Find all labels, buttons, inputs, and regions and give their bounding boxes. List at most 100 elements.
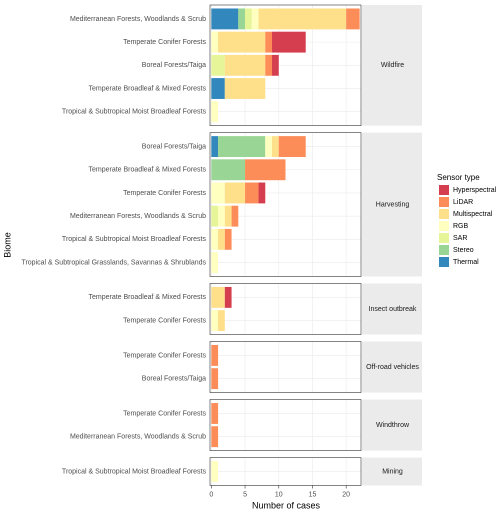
panel-border — [209, 132, 362, 277]
bar-segment — [218, 310, 225, 332]
bar-segment — [245, 182, 259, 204]
legend-key — [439, 221, 449, 231]
legend-label: LiDAR — [453, 199, 473, 206]
y-tick-label: Boreal Forests/Taiga — [142, 62, 206, 69]
x-axis-title: Number of cases — [252, 500, 321, 510]
y-tick-label: Temperate Conifer Forests — [123, 352, 206, 359]
bar-segment — [238, 8, 246, 30]
y-tick-label: Mediterranean Forests, Woodlands & Scrub — [70, 434, 206, 441]
y-tick-label: Temperate Conifer Forests — [123, 317, 206, 324]
bar-segment — [224, 54, 266, 76]
legend-key — [439, 233, 449, 243]
bar-segment — [218, 205, 225, 227]
legend-label: Stereo — [453, 247, 474, 254]
strip — [362, 399, 422, 451]
bar-segment — [211, 31, 219, 53]
x-tick-label: 0 — [209, 491, 213, 498]
y-tick-label: Temperate Conifer Forests — [123, 410, 206, 417]
bar-segment — [265, 54, 273, 76]
legend-title: Sensor type — [437, 173, 480, 182]
strip-label: Insect outbreak — [369, 306, 417, 313]
y-tick-label: Temperate Broadleaf & Mixed Forests — [89, 85, 207, 92]
bar-segment — [211, 252, 219, 273]
strip-label: Off-road vehicles — [366, 364, 419, 371]
y-tick-label: Temperate Broadleaf & Mixed Forests — [89, 167, 207, 174]
strip — [362, 5, 422, 126]
bar-segment — [211, 426, 219, 448]
legend-label: RGB — [453, 223, 469, 230]
bar-segment — [272, 54, 279, 76]
bar-segment — [258, 8, 347, 30]
y-tick-label: Tropical & Subtropical Moist Broadleaf F… — [62, 109, 207, 116]
strip-label: Wildfire — [381, 62, 404, 69]
x-tick-label: 15 — [309, 491, 317, 498]
bar-segment — [211, 461, 219, 482]
legend-label: Multispectral — [453, 211, 493, 218]
panel-border — [209, 4, 362, 126]
bar-segment — [211, 205, 219, 227]
legend-key — [439, 257, 449, 267]
panel-border — [209, 399, 362, 451]
bar-segment — [224, 78, 266, 99]
legend-key — [439, 185, 449, 195]
bar-segment — [218, 136, 266, 157]
strip — [362, 341, 422, 393]
bar-segment — [278, 136, 306, 157]
legend-label: SAR — [453, 235, 467, 242]
bar-segment — [211, 345, 219, 366]
bar-segment — [211, 182, 225, 204]
bar-segment — [211, 159, 246, 181]
strip — [362, 457, 422, 486]
y-tick-label: Mediterranean Forests, Woodlands & Scrub — [70, 16, 206, 23]
panel — [210, 399, 361, 451]
strip-label: Mining — [382, 468, 403, 475]
x-tick-label: 20 — [342, 491, 350, 498]
strip-label: Windthrow — [376, 422, 410, 429]
strip — [362, 132, 422, 277]
bar-segment — [346, 8, 360, 30]
panel — [210, 341, 361, 393]
bar-segment — [211, 228, 219, 250]
panel-border — [209, 457, 362, 486]
bar-segment — [218, 228, 225, 250]
y-tick-label: Tropical & Subtropical Moist Broadleaf F… — [62, 236, 207, 243]
bar-segment — [211, 136, 219, 157]
bar-segment — [224, 286, 232, 308]
bar-segment — [211, 101, 219, 123]
legend-label: Hyperspectral — [453, 187, 497, 194]
bar-segment — [224, 228, 232, 250]
bar-segment — [218, 31, 266, 53]
legend-label: Thermal — [453, 259, 479, 266]
bar-segment — [211, 8, 239, 30]
bar-segment — [224, 182, 246, 204]
legend-key — [439, 209, 449, 219]
y-axis-title: Biome — [2, 232, 12, 258]
strip-label: Harvesting — [376, 201, 410, 208]
bar-segment — [211, 54, 225, 76]
bar-segment — [211, 310, 219, 332]
y-tick-label: Temperate Conifer Forests — [123, 39, 206, 46]
bar-segment — [265, 31, 273, 53]
bar-segment — [258, 182, 266, 204]
bar-segment — [272, 31, 306, 53]
legend-key — [439, 245, 449, 255]
bar-segment — [231, 205, 239, 227]
bar-segment — [245, 8, 252, 30]
strip — [362, 283, 422, 335]
bar-segment — [245, 159, 286, 181]
x-tick-label: 5 — [243, 491, 247, 498]
bar-segment — [272, 136, 279, 157]
panel — [210, 283, 361, 335]
panel-border — [209, 283, 362, 335]
panel-border — [209, 341, 362, 393]
y-tick-label: Mediterranean Forests, Woodlands & Scrub — [70, 213, 206, 220]
x-tick-label: 10 — [275, 491, 283, 498]
bar-segment — [211, 403, 219, 424]
bar-segment — [265, 136, 273, 157]
bar-segment — [224, 205, 232, 227]
y-tick-label: Boreal Forests/Taiga — [142, 375, 206, 382]
bar-segment — [211, 78, 225, 99]
bar-segment — [251, 8, 259, 30]
bar-segment — [211, 286, 225, 308]
y-tick-label: Boreal Forests/Taiga — [142, 143, 206, 150]
